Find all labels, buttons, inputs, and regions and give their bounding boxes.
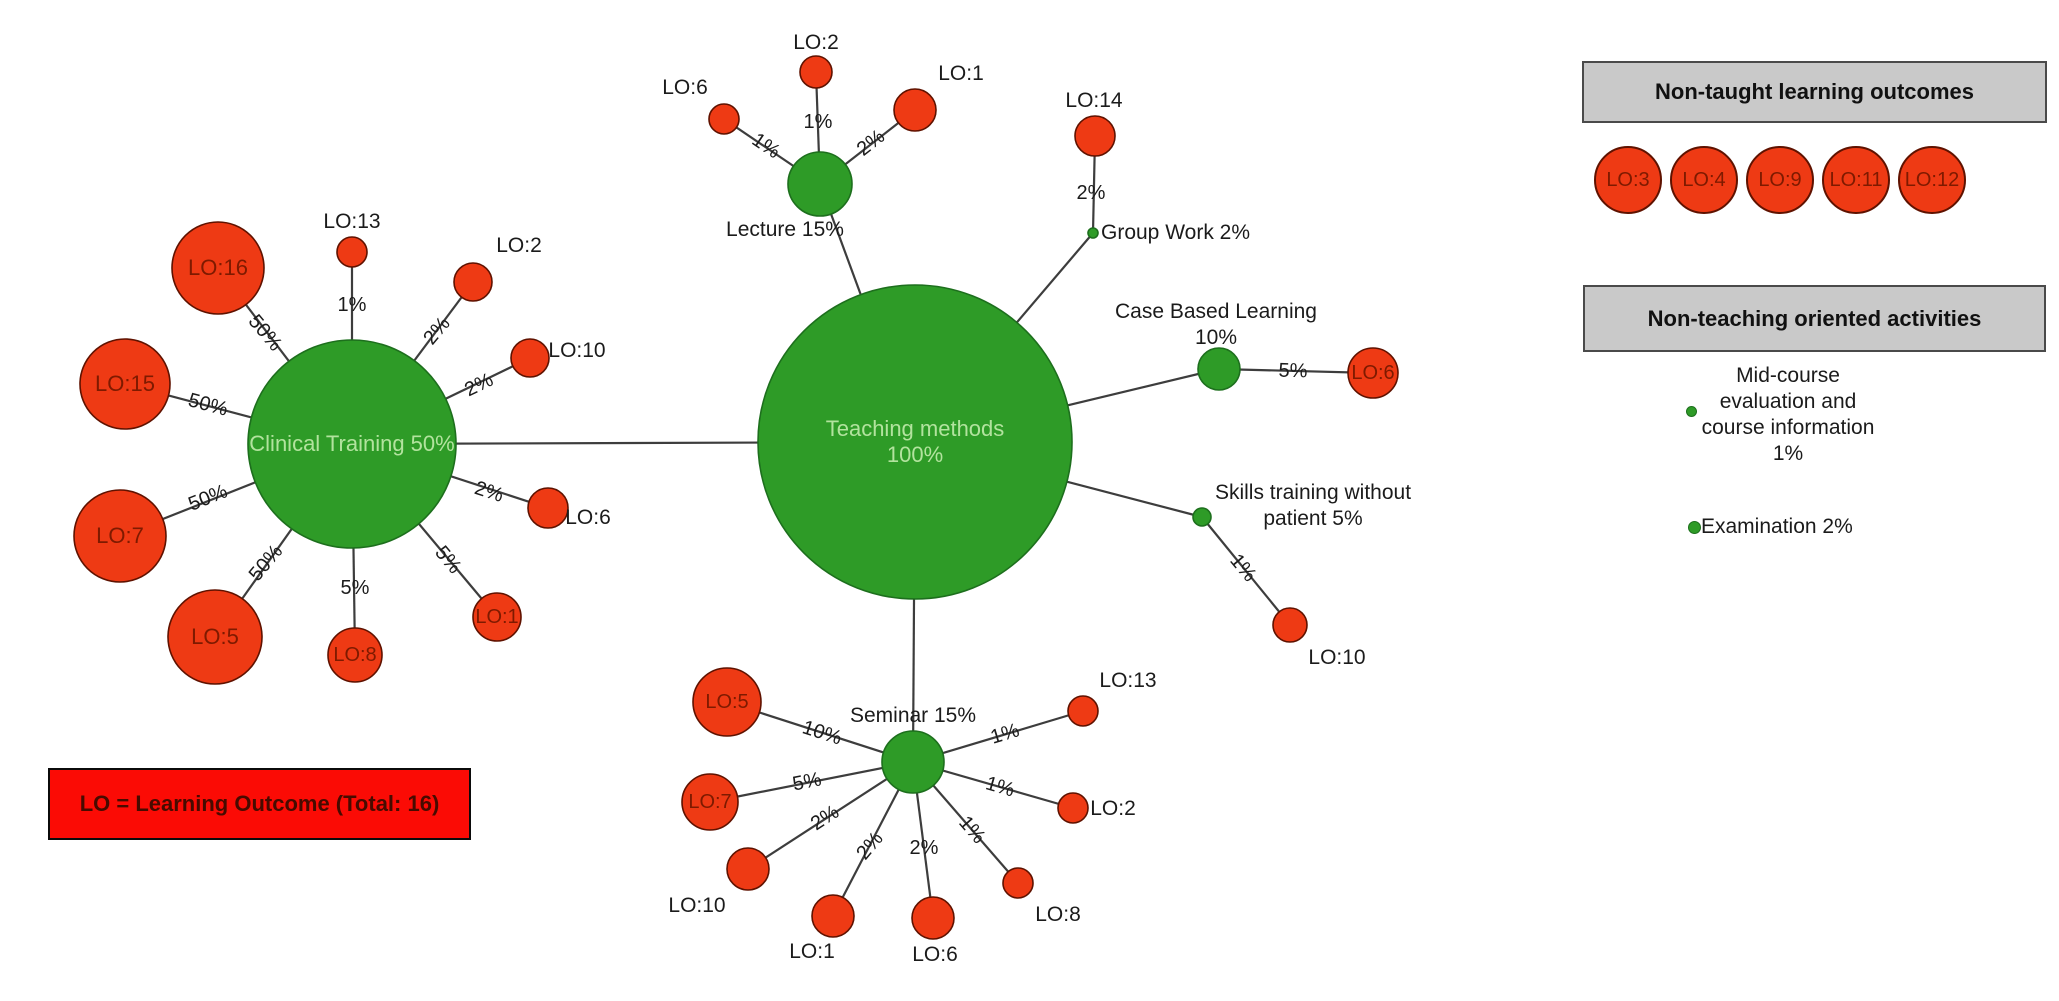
satellite-label-seminar-lo-6: LO:6 [912,943,958,966]
satellite-circle-seminar-lo-5 [692,667,762,737]
satellite-circle-skills-training-lo-10 [1272,607,1308,643]
satellite-label-lecture-lo-2: LO:2 [793,31,839,54]
hub-circle-teaching-methods [757,284,1073,600]
satellite-label-clinical-training-lo-2: LO:2 [496,234,542,257]
percent-label-clinical-training-lo-13: 1% [337,294,367,316]
percent-label-lecture-lo-2: 1% [803,111,833,133]
mid-course-dot [1686,406,1697,417]
satellite-circle-clinical-training-lo-10 [510,338,550,378]
mid-course-entry: Mid-course evaluation and course informa… [1672,363,1904,467]
legend-non-taught-title: Non-taught learning outcomes [1655,79,1974,104]
satellite-circle-seminar-lo-8 [1002,867,1034,899]
satellite-label-clinical-training-lo-7: LO:7 [96,523,144,548]
examination-dot [1688,521,1701,534]
satellite-label-seminar-lo-10: LO:10 [668,894,726,917]
satellite-label-clinical-training-lo-8: LO:8 [333,644,377,666]
satellite-circle-clinical-training-lo-1 [472,592,522,642]
satellite-circle-clinical-training-lo-6 [527,487,569,529]
satellite-circle-clinical-training-lo-8 [327,627,383,683]
mid-course-line-3: course information [1701,416,1875,439]
satellite-circle-seminar-lo-10 [726,847,770,891]
satellite-circle-seminar-lo-13 [1067,695,1099,727]
hub-label-skills-training: Skills training without patient 5% [1214,481,1412,530]
percent-label-seminar-lo-7: 5% [790,768,824,796]
satellite-label-lecture-lo-6: LO:6 [662,76,708,99]
satellite-label-clinical-training-lo-5: LO:5 [191,624,239,649]
legend-non-taught-box: Non-taught learning outcomes [1582,61,2047,123]
non-taught-circle-lo-11: LO:11 [1822,146,1890,214]
satellite-label-clinical-training-lo-13: LO:13 [323,210,381,233]
legend-non-teaching-box: Non-teaching oriented activities [1583,285,2046,352]
edge-seminar-to-lo-7 [709,760,914,804]
satellite-label-seminar-lo-1: LO:1 [789,940,835,963]
satellite-label-clinical-training-lo-6: LO:6 [565,506,611,529]
non-taught-circle-lo-4: LO:4 [1670,146,1738,214]
satellite-label-group-work-lo-14: LO:14 [1065,89,1123,112]
non-taught-circle-lo-9: LO:9 [1746,146,1814,214]
satellite-circle-clinical-training-lo-7 [73,489,167,583]
hub-label-seminar: Seminar 15% [849,704,977,727]
percent-label-group-work-lo-14: 2% [1076,182,1106,204]
satellite-circle-seminar-lo-7 [681,773,739,831]
hub-label-group-work: Group Work 2% [1101,221,1250,244]
satellite-label-clinical-training-lo-15: LO:15 [95,371,155,396]
satellite-circle-lecture-lo-6 [708,103,740,135]
satellite-circle-clinical-training-lo-13 [336,236,368,268]
examination-entry: Examination 2% [1701,515,1853,538]
satellite-label-seminar-lo-5: LO:5 [705,691,749,713]
mid-course-line-4: 1% [1772,442,1804,465]
mid-course-line-2: evaluation and [1719,390,1857,413]
legend-non-teaching-title: Non-teaching oriented activities [1647,305,1982,331]
percent-label-case-based-learning-lo-6: 5% [1278,359,1308,383]
hub-label-case-based-learning: Case Based Learning 10% [1115,300,1317,349]
satellite-label-seminar-lo-7: LO:7 [688,791,732,813]
lo-abbreviation-note: LO = Learning Outcome (Total: 16) [48,768,471,840]
satellite-circle-group-work-lo-14 [1074,115,1116,157]
mid-course-line-1: Mid-course [1736,364,1840,387]
satellite-label-case-based-learning-lo-6: LO:6 [1351,362,1395,384]
satellite-label-skills-training-lo-10: LO:10 [1308,646,1366,669]
hub-circle-clinical-training [247,339,457,549]
non-taught-circle-lo-3: LO:3 [1594,146,1662,214]
hub-circle-lecture [787,151,853,217]
satellite-label-clinical-training-lo-10: LO:10 [548,339,606,362]
satellite-circle-clinical-training-lo-16 [171,221,265,315]
satellite-circle-seminar-lo-6 [911,896,955,940]
hub-circle-seminar [881,730,945,794]
satellite-label-seminar-lo-2: LO:2 [1090,797,1136,820]
satellite-circle-seminar-lo-2 [1057,792,1089,824]
hub-label-lecture: Lecture 15% [726,218,844,241]
satellite-label-clinical-training-lo-1: LO:1 [475,606,519,628]
satellite-label-seminar-lo-13: LO:13 [1099,669,1157,692]
hub-circle-group-work [1087,227,1099,239]
percent-label-seminar-lo-6: 2% [909,837,939,859]
non-taught-lo-row: LO:3 LO:4 LO:9 LO:11 LO:12 [1594,146,1966,214]
satellite-circle-lecture-lo-1 [893,88,937,132]
hub-label-teaching-methods: Teaching methods 100% [825,416,1005,467]
satellite-circle-clinical-training-lo-5 [167,589,263,685]
hub-circle-skills-training [1192,507,1212,527]
satellite-circle-clinical-training-lo-15 [79,338,171,430]
edge-seminar-to-lo-10 [747,761,914,870]
satellite-circle-case-based-learning-lo-6 [1347,347,1399,399]
satellite-label-clinical-training-lo-16: LO:16 [188,255,248,280]
percent-label-clinical-training-lo-8: 5% [340,577,370,599]
lo-abbreviation-text: LO = Learning Outcome (Total: 16) [79,791,440,816]
satellite-circle-clinical-training-lo-2 [453,262,493,302]
satellite-label-seminar-lo-8: LO:8 [1035,903,1081,926]
hub-label-clinical-training: Clinical Training 50% [249,431,455,456]
hub-circle-case-based-learning [1197,347,1241,391]
non-taught-circle-lo-12: LO:12 [1898,146,1966,214]
satellite-circle-lecture-lo-2 [799,55,833,89]
satellite-circle-seminar-lo-1 [811,894,855,938]
satellite-label-lecture-lo-1: LO:1 [938,62,984,85]
edge-skills-training-to-lo-10 [1201,516,1291,626]
